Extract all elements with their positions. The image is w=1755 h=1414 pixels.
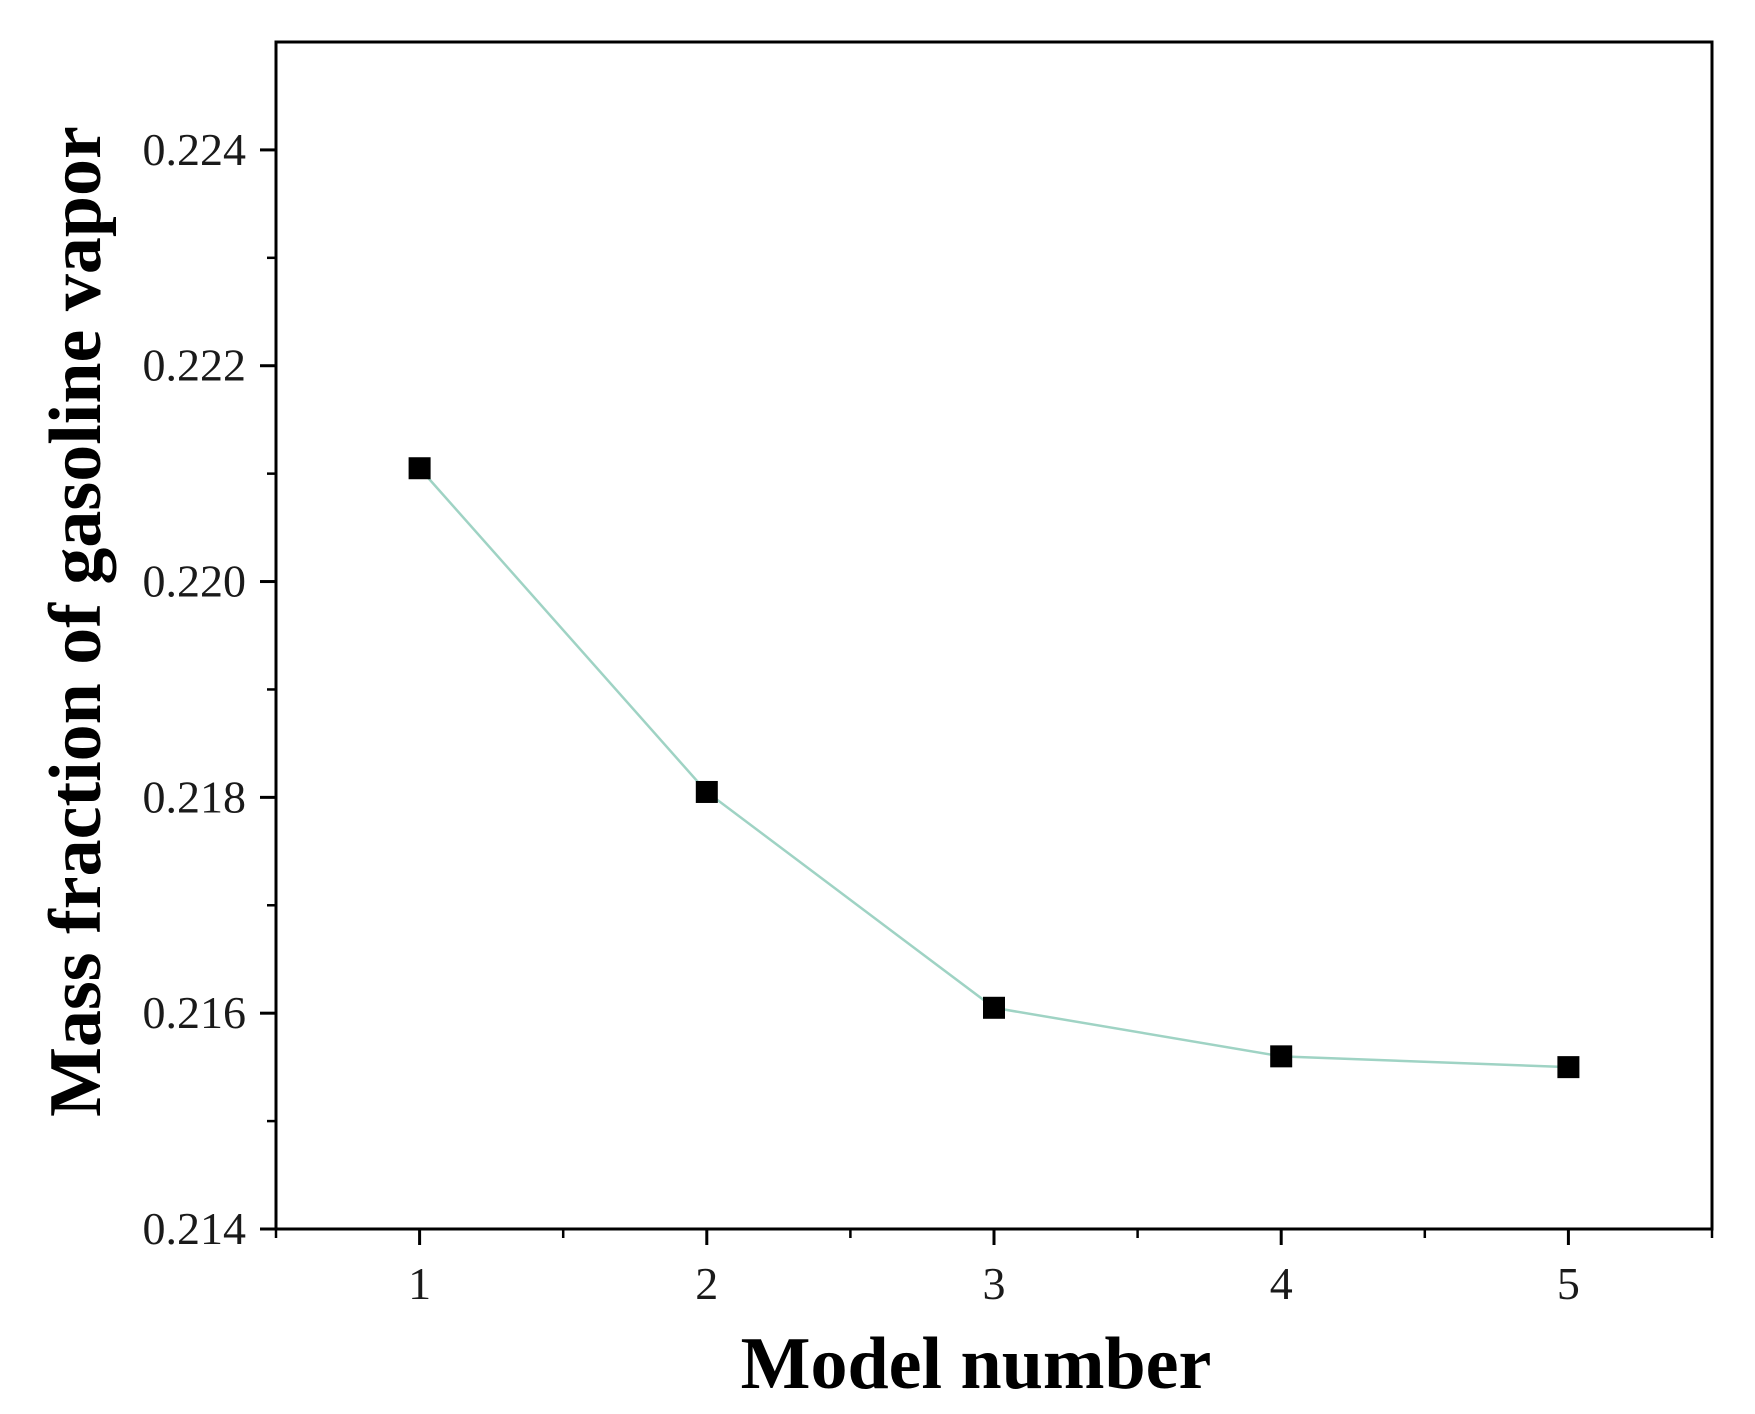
data-point-marker — [695, 780, 718, 803]
y-tick-label: 0.222 — [143, 340, 247, 391]
y-tick-label: 0.216 — [143, 987, 247, 1038]
series-lines — [418, 467, 1569, 1069]
series-markers — [408, 457, 1580, 1079]
data-point-marker — [408, 457, 431, 480]
x-tick-label: 4 — [1270, 1258, 1293, 1309]
data-point-marker — [983, 996, 1005, 1019]
x-tick-label: 2 — [695, 1258, 718, 1309]
x-tick-label: 3 — [983, 1258, 1006, 1309]
data-point-marker — [1270, 1045, 1293, 1068]
x-tick-label: 1 — [408, 1258, 431, 1309]
y-tick-label: 0.214 — [143, 1203, 247, 1254]
y-axis-ticks: 0.214 0.216 0.218 0.220 0.222 0.224 — [143, 124, 276, 1254]
x-axis-ticks: 1 2 3 4 5 — [274, 1229, 1714, 1309]
plot-frame — [274, 40, 1714, 1231]
data-point-marker — [1557, 1056, 1580, 1079]
y-tick-label: 0.220 — [143, 556, 247, 607]
y-axis-title: Mass fraction of gasoline vapor — [35, 126, 117, 1117]
y-tick-label: 0.224 — [143, 124, 247, 175]
series-line — [418, 467, 1569, 1069]
y-tick-label: 0.218 — [143, 771, 247, 822]
plot-border — [274, 40, 1714, 1231]
x-tick-label: 5 — [1557, 1258, 1580, 1309]
x-axis-title: Model number — [741, 1323, 1212, 1405]
